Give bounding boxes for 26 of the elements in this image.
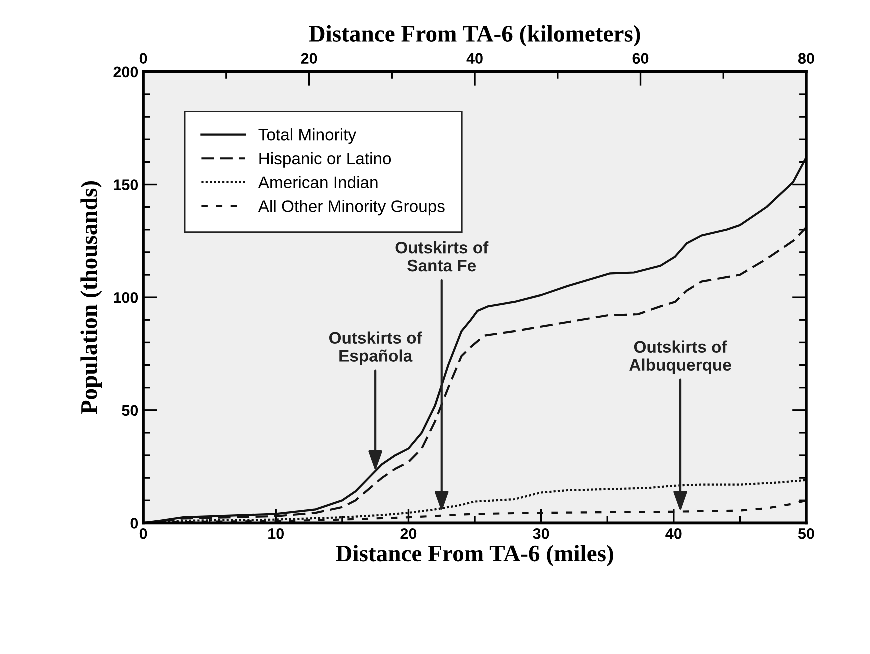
x2-axis-title: Distance From TA-6 (kilometers)	[309, 25, 640, 47]
x-tick-label: 0	[140, 528, 148, 540]
x-tick-label: 10	[268, 528, 284, 540]
y-tick-label: 150	[114, 180, 138, 190]
legend-label: American Indian	[258, 176, 378, 189]
x2-tick-label: 20	[301, 53, 318, 64]
x2-tick-label: 0	[140, 53, 148, 64]
y-tick-label: 100	[114, 292, 138, 304]
x-tick-label: 30	[533, 528, 550, 540]
annotation: Outskirts of Santa Fe	[396, 242, 489, 272]
legend-label: Total Minority	[258, 128, 357, 144]
x2-tick-label: 60	[632, 53, 649, 64]
x-tick-label: 40	[666, 528, 682, 540]
y-axis-title: Population (thousands)	[80, 181, 102, 414]
legend-label: Hispanic or Latino	[260, 152, 392, 168]
x2-tick-label: 40	[466, 53, 483, 64]
y-tick-label: 0	[130, 518, 138, 529]
x-tick-label: 50	[798, 528, 814, 540]
legend-label: All Other Minority Groups	[258, 200, 445, 216]
annotation: Outskirts of Española	[330, 332, 422, 366]
annotation: Outskirts of Albuquerque	[630, 340, 732, 374]
y-tick-label: 200	[114, 66, 138, 78]
y-tick-label: 50	[122, 405, 138, 416]
x-axis-title: Distance From TA-6 (miles)	[336, 545, 614, 566]
x-tick-label: 20	[400, 528, 417, 540]
x2-tick-label: 80	[798, 53, 814, 64]
